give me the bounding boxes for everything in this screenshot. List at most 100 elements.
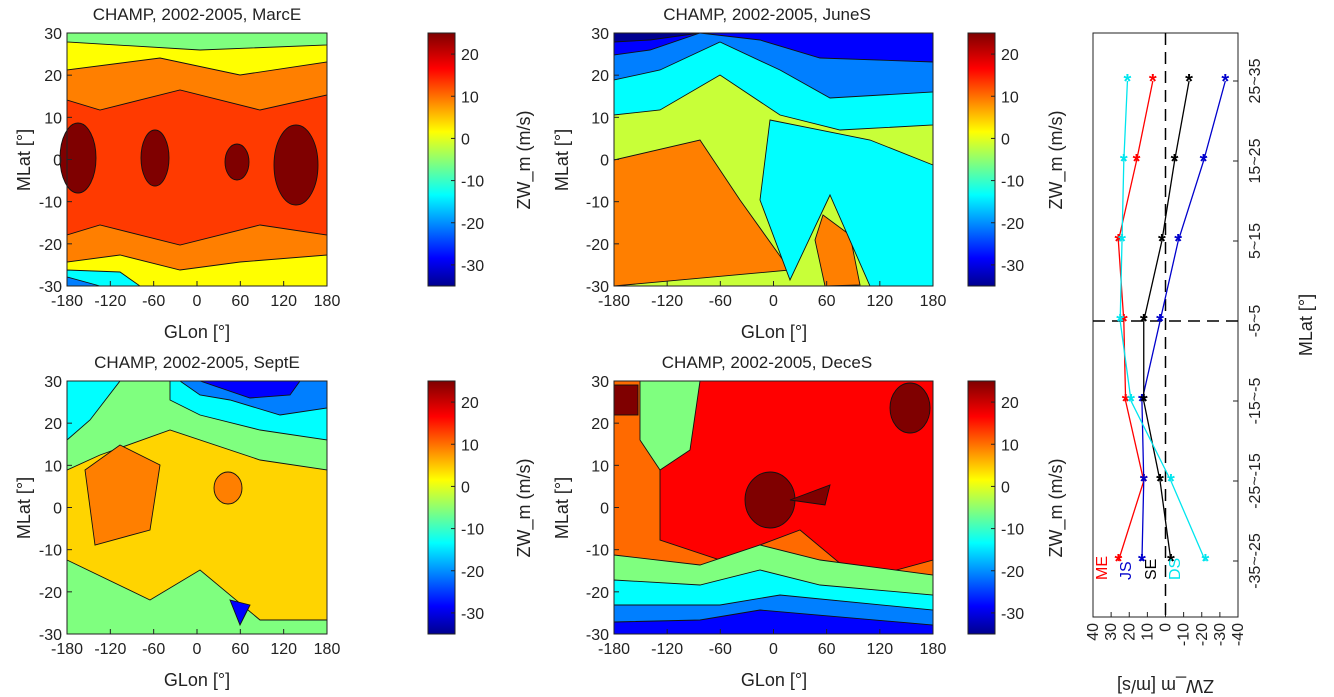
x-tick-label: 180 — [920, 293, 947, 310]
y-tick-label: 20 — [44, 68, 62, 85]
x-tick-label: 120 — [866, 641, 893, 658]
series-point-ds: * — [1127, 391, 1135, 413]
x-axis-ticks: -180 -120 -60 0 60 120 180 — [598, 629, 946, 658]
x-tick-label: 60 — [818, 293, 836, 310]
contour-band — [84, 444, 161, 546]
x-axis-ticks: -180 -120 -60 0 60 120 180 — [51, 629, 340, 658]
contour-band — [789, 484, 831, 506]
colorbar-tick-label: -20 — [1001, 564, 1024, 581]
x-tick-label: -60 — [709, 293, 732, 310]
contour-band — [744, 471, 796, 529]
x-axis-label: GLon [°] — [164, 670, 230, 690]
colorbar-tick-label: -30 — [461, 606, 484, 623]
colorbar-tick-label: 0 — [461, 131, 470, 148]
colorbar-tick-label: -10 — [461, 522, 484, 539]
y-tick-label: 10 — [44, 458, 62, 475]
colorbar-label: ZW_m (m/s) — [514, 459, 535, 558]
legend-entry-me: ME — [1094, 556, 1111, 580]
profile-y-ticks: 25~35 15~25 5~15 -5~5 -15~-5 -25~-15 -35~-25 — [1233, 58, 1264, 589]
series-line-js — [1141, 80, 1226, 562]
colorbar-ticks: 20 10 0 -10 -20 -30 — [451, 47, 484, 275]
y-axis-ticks: -30 -20 -10 0 10 20 30 — [39, 26, 72, 296]
x-tick-label: 180 — [920, 641, 947, 658]
y-tick-label: -10 — [39, 195, 62, 212]
colorbar-tick-label: 10 — [461, 89, 479, 106]
contour-band — [229, 599, 251, 627]
y-tick-label: 10 — [591, 110, 609, 127]
y-tick-label: 10 — [44, 110, 62, 127]
colorbar-label: ZW_m (m/s) — [1046, 111, 1067, 210]
colorbar-tick-label: -30 — [1001, 258, 1024, 275]
profile-y-tick-label: 25~35 — [1247, 58, 1264, 103]
colorbar-tick-label: -30 — [1001, 606, 1024, 623]
y-tick-label: 0 — [53, 501, 62, 518]
series-point-ds: * — [1124, 71, 1132, 93]
x-tick-label: 60 — [231, 641, 249, 658]
y-tick-label: 10 — [591, 458, 609, 475]
contour-band — [59, 122, 97, 194]
legend-entry-ds: DS — [1167, 558, 1184, 580]
x-tick-label: 0 — [769, 641, 778, 658]
profile-x-tick-label: 0 — [1158, 623, 1175, 632]
colorbar-tick-label: 0 — [1001, 479, 1010, 496]
map-title: CHAMP, 2002-2005, DeceS — [662, 353, 872, 372]
profile-x-tick-label: 10 — [1139, 623, 1156, 641]
colorbar-tick-label: -20 — [461, 564, 484, 581]
series-point-js: * — [1140, 471, 1148, 493]
x-tick-label: -120 — [94, 641, 126, 658]
profile-y-tick-label: 5~15 — [1247, 223, 1264, 259]
y-tick-label: -30 — [586, 279, 609, 296]
profile-x-tick-label: 40 — [1085, 623, 1102, 641]
series-point-se: * — [1158, 231, 1166, 253]
profile-y-tick-label: -35~-25 — [1247, 533, 1264, 589]
contour-band — [613, 384, 639, 416]
colorbar-tick-label: 10 — [1001, 437, 1019, 454]
series-line-se — [1143, 80, 1190, 562]
y-axis-label: MLat [°] — [552, 477, 572, 539]
heatmap-contours — [66, 380, 328, 635]
map-title: CHAMP, 2002-2005, MarcE — [93, 5, 302, 24]
y-tick-label: -30 — [586, 627, 609, 644]
x-tick-label: 120 — [270, 293, 297, 310]
series-point-se: * — [1171, 151, 1179, 173]
series-point-ds: * — [1116, 311, 1124, 333]
x-axis-ticks: -180 -120 -60 0 60 120 180 — [598, 281, 946, 310]
colorbar-tick-label: 20 — [461, 395, 479, 412]
colorbar-tick-label: 20 — [461, 47, 479, 64]
x-tick-label: -180 — [598, 641, 630, 658]
map-panel-septe: CHAMP, 2002-2005, SeptE -180 -120 -60 0 60 12… — [14, 353, 535, 690]
series-point-me: * — [1120, 311, 1128, 333]
series-point-js: * — [1174, 231, 1182, 253]
series-point-js: * — [1156, 311, 1164, 333]
y-tick-label: 30 — [44, 26, 62, 43]
x-axis-label: GLon [°] — [164, 322, 230, 342]
series-point-me: * — [1122, 391, 1130, 413]
x-tick-label: 180 — [314, 293, 341, 310]
y-tick-label: -20 — [39, 237, 62, 254]
colorbar-tick-label: 10 — [461, 437, 479, 454]
y-tick-label: -20 — [586, 585, 609, 602]
colorbar-tick-label: -10 — [461, 174, 484, 191]
profile-x-tick-label: -40 — [1230, 623, 1247, 646]
colorbar-tick-label: -20 — [1001, 216, 1024, 233]
x-tick-label: 60 — [231, 293, 249, 310]
profile-y-axis-label: MLat [°] — [1296, 294, 1316, 356]
series-point-ds: * — [1201, 551, 1209, 573]
profile-x-axis-label: ZW_m [m/s] — [1117, 675, 1214, 696]
map-panel-deces: CHAMP, 2002-2005, DeceS -180 -120 -60 0 60 12… — [552, 353, 1067, 690]
y-tick-label: -20 — [39, 585, 62, 602]
series-point-se: * — [1167, 551, 1175, 573]
y-tick-label: -10 — [39, 543, 62, 560]
profile-x-tick-label: 20 — [1121, 623, 1138, 641]
series-point-me: * — [1114, 551, 1122, 573]
profile-y-tick-label: -15~-5 — [1247, 378, 1264, 425]
x-tick-label: -60 — [142, 293, 165, 310]
contour-band — [273, 124, 319, 206]
x-axis-label: GLon [°] — [741, 670, 807, 690]
map-panel-junes: CHAMP, 2002-2005, JuneS -180 -120 -60 0 60 12… — [552, 5, 1067, 342]
y-axis-ticks: -30 -20 -10 0 10 20 30 — [39, 374, 72, 644]
map-title: CHAMP, 2002-2005, JuneS — [663, 5, 871, 24]
x-axis-label: GLon [°] — [741, 322, 807, 342]
map-title: CHAMP, 2002-2005, SeptE — [94, 353, 300, 372]
